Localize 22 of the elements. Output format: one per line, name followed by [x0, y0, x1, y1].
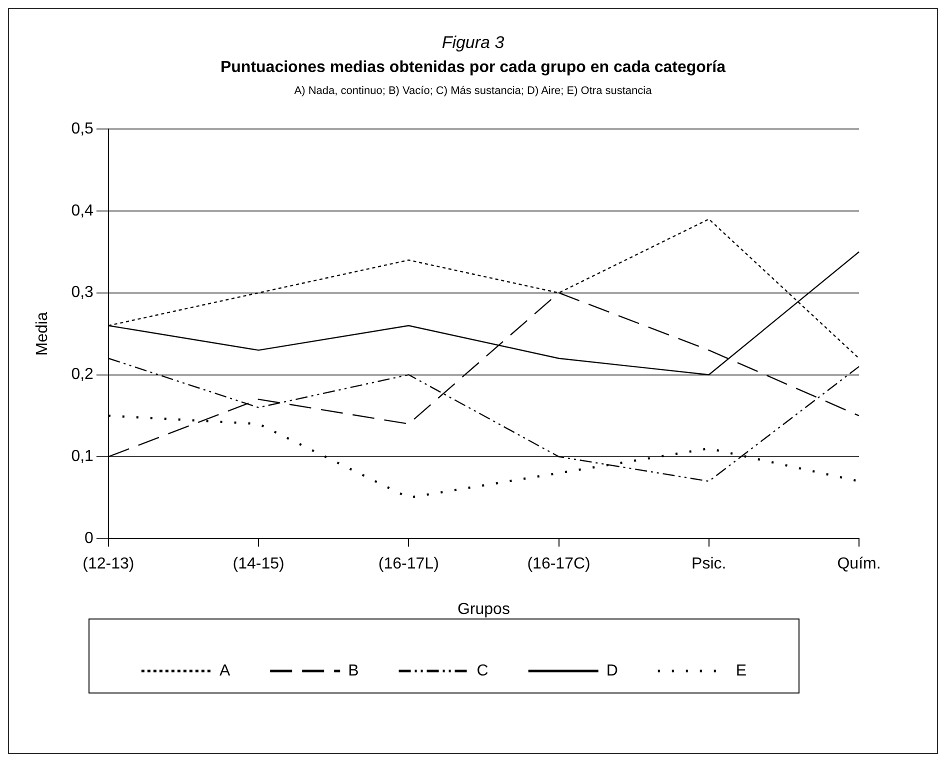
- legend-label: B: [348, 662, 359, 680]
- legend-label: D: [606, 662, 618, 680]
- text: A) Nada, continuo; B) Vacío; C) Más sustancia; D) Aire; E) Otra sustancia: [293, 85, 653, 97]
- y-axis-title: Media: [34, 312, 52, 356]
- y-tick-label: 0,4: [71, 202, 94, 220]
- x-tick-label: Psic.: [692, 556, 726, 573]
- legend-label: E: [736, 662, 747, 680]
- legend-label: A: [219, 662, 230, 680]
- x-tick-label: (16-17C): [527, 556, 590, 573]
- y-tick-label: 0,1: [71, 448, 94, 466]
- x-tick-label: (16-17L): [378, 556, 439, 573]
- x-tick-label: (12-13): [82, 556, 134, 573]
- y-tick-label: 0,2: [71, 366, 94, 384]
- y-tick-label: 0: [84, 530, 94, 548]
- x-tick-label: Quím.: [837, 556, 881, 573]
- chart-title: Figura 3: [440, 33, 506, 53]
- y-tick-label: 0,5: [71, 120, 94, 138]
- chart-subtitle: Puntuaciones medias obtenidas por cada grupo en cada categoría: [219, 59, 727, 77]
- x-axis-title: Grupos: [457, 600, 510, 618]
- legend-label: C: [476, 662, 488, 680]
- y-tick-label: 0,3: [71, 284, 94, 302]
- x-tick-label: (14-15): [232, 556, 284, 573]
